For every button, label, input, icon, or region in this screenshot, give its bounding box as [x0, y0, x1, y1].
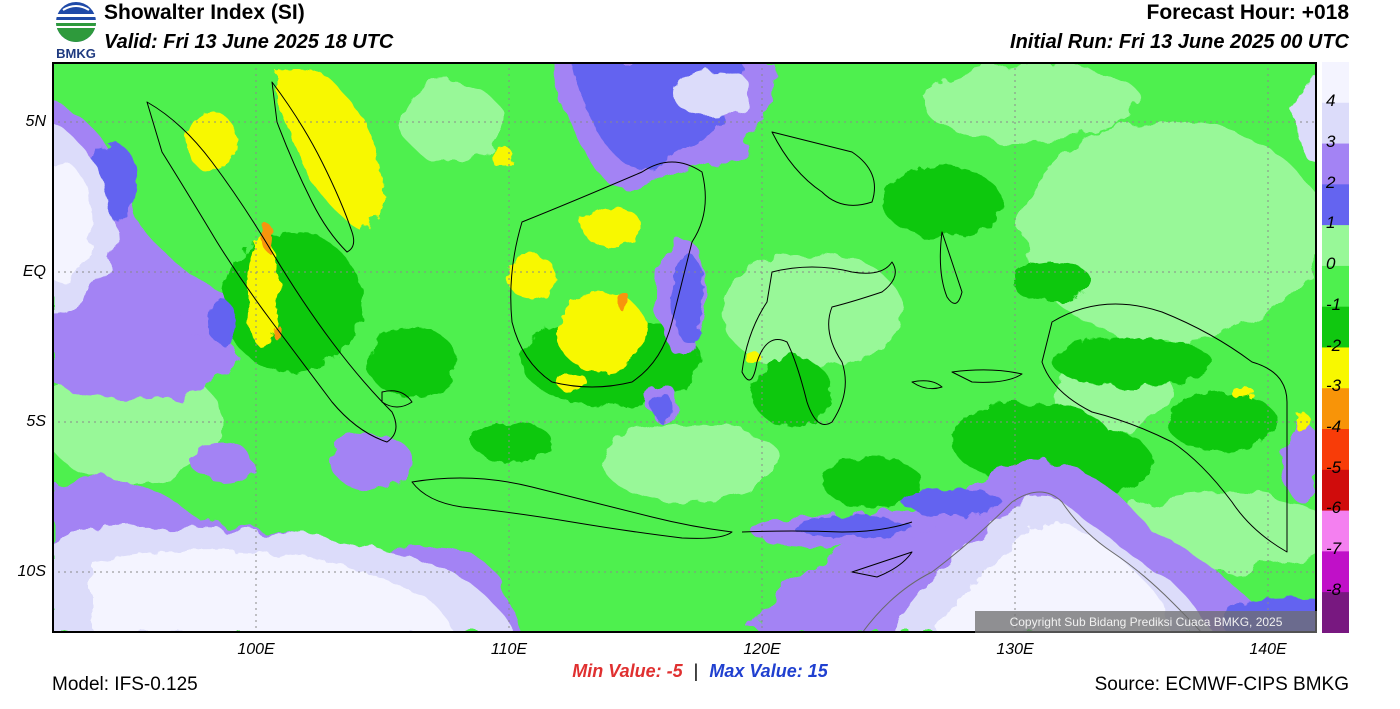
coast-bangka: [381, 390, 413, 408]
coast-java: [411, 477, 733, 539]
legend-label: -6: [1326, 498, 1342, 518]
lon-label-110e: 110E: [490, 641, 528, 658]
max-value: 15: [807, 661, 828, 681]
lat-label-eq: EQ: [22, 263, 46, 280]
min-max-values: Min Value: -5 | Max Value: 15: [0, 661, 1400, 682]
legend-label: 1: [1326, 213, 1336, 233]
legend-swatch: [1322, 62, 1349, 104]
coastlines: [146, 81, 1288, 633]
legend-label: 0: [1326, 254, 1336, 274]
field-layer-light-green: [52, 62, 1317, 572]
legend-swatch: [1322, 388, 1349, 430]
legend-swatch: [1322, 510, 1349, 552]
lon-label-130e: 130E: [996, 641, 1034, 658]
legend-swatch: [1322, 592, 1349, 633]
legend-label: 2: [1326, 172, 1336, 192]
legend-swatch: [1322, 306, 1349, 349]
initial-run: Initial Run: Fri 13 June 2025 00 UTC: [1010, 31, 1349, 53]
legend-swatch: [1322, 469, 1349, 512]
field-layer-white: [52, 162, 1172, 633]
graticule: [52, 62, 1317, 633]
legend-swatch: [1322, 143, 1349, 185]
legend-label: -2: [1326, 335, 1342, 355]
legend-label: -7: [1326, 539, 1342, 559]
min-max-separator: |: [693, 661, 699, 681]
coast-papua: [1041, 303, 1288, 553]
max-value-label: Max Value:: [709, 661, 803, 681]
source-info: Source: ECMWF-CIPS BMKG: [1094, 674, 1349, 695]
copyright-notice: Copyright Sub Bidang Prediksi Cuaca BMKG…: [975, 611, 1317, 633]
field-layer-orange: [262, 223, 630, 340]
coast-timor: [851, 551, 913, 578]
legend-swatch: [1322, 551, 1349, 593]
legend-label: 4: [1326, 91, 1336, 111]
bmkg-logo-emblem-icon: [56, 2, 96, 42]
legend-swatch: [1322, 102, 1349, 145]
legend-label: -5: [1326, 457, 1342, 477]
coast-sulawesi: [741, 261, 896, 425]
legend-label: -1: [1326, 294, 1342, 314]
legend-label: -4: [1326, 416, 1342, 436]
showalter-index-map: [52, 62, 1317, 633]
coast-halmahera: [939, 231, 963, 304]
map-title: Showalter Index (SI): [104, 1, 305, 24]
legend-swatch: [1322, 225, 1349, 267]
legend-swatch: [1322, 429, 1349, 471]
coast-mindanao: [771, 131, 875, 206]
lon-label-120e: 120E: [743, 641, 781, 658]
min-value-label: Min Value:: [572, 661, 662, 681]
coast-sumatra: [146, 101, 397, 443]
coast-malay-peninsula: [271, 81, 355, 253]
model-info: Model: IFS-0.125: [52, 674, 198, 695]
legend-label: 3: [1326, 132, 1336, 152]
legend-swatch: [1322, 265, 1349, 308]
field-layer-yellow: [187, 69, 1310, 432]
legend-swatch: [1322, 184, 1349, 226]
coast-buru: [911, 380, 943, 390]
lon-label-100e: 100E: [237, 641, 275, 658]
lon-label-140e: 140E: [1249, 641, 1287, 658]
valid-time: Valid: Fri 13 June 2025 18 UTC: [104, 31, 394, 53]
coast-australia: [861, 491, 1203, 633]
min-value: -5: [666, 661, 683, 681]
bmkg-logo: BMKG: [56, 2, 96, 60]
bmkg-logo-text: BMKG: [56, 46, 96, 60]
coast-lesser-sunda: [741, 521, 913, 533]
lat-label-10s: 10S: [17, 563, 46, 580]
forecast-hour: Forecast Hour: +018: [1146, 1, 1350, 24]
legend-swatch: [1322, 347, 1349, 389]
lat-label-5s: 5S: [26, 413, 46, 430]
lat-label-5n: 5N: [25, 113, 46, 130]
coast-seram: [951, 369, 1023, 383]
legend-colorbar: [1322, 62, 1349, 633]
legend-label: -8: [1326, 579, 1342, 599]
coast-borneo: [510, 161, 706, 388]
legend-label: -3: [1326, 376, 1342, 396]
